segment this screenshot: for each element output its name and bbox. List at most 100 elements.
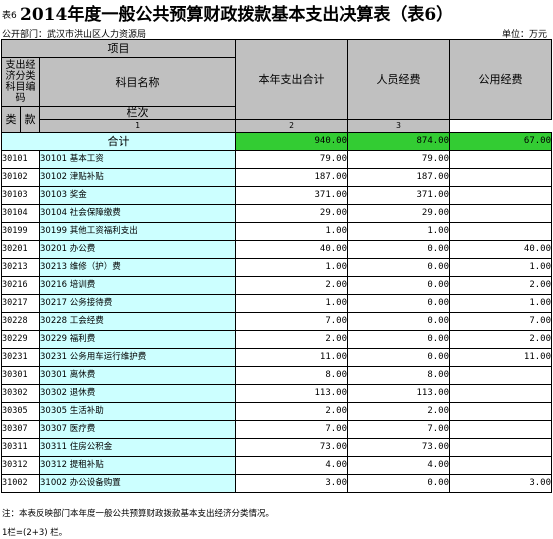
row-value-2: 8.00 [347,366,450,385]
row-value-2: 0.00 [347,312,450,331]
table-row: 31002 31002 办公设备购置 3.00 0.00 3.00 [1,474,552,493]
total-value-3: 67.00 [449,132,552,151]
row-value-2: 113.00 [347,384,450,403]
row-value-1: 3.00 [235,474,348,493]
header-row-index: 1 2 3 [2,119,552,133]
row-subject-name: 30199 其他工资福利支出 [39,222,236,241]
footnote-1: 注：本表反映部门本年度一般公共预算财政拨款基本支出经济分类情况。 [2,509,275,519]
row-value-2: 0.00 [347,240,450,259]
kuan-header: 款 [20,106,40,133]
row-value-3 [449,438,552,457]
row-code: 30229 [1,330,40,349]
subject-name-header: 科目名称 [39,57,236,107]
table-row: 30301 30301 离休费 8.00 8.00 [1,366,552,385]
row-subject-name: 30301 离休费 [39,366,236,385]
row-value-3: 40.00 [449,240,552,259]
row-value-3: 1.00 [449,294,552,313]
row-code: 31002 [1,474,40,493]
row-code: 30305 [1,402,40,421]
column-header-public: 公用经费 [449,39,552,120]
row-value-2: 0.00 [347,474,450,493]
row-value-1: 371.00 [235,186,348,205]
row-subject-name: 30101 基本工资 [39,150,236,169]
row-value-3 [449,402,552,421]
table-row: 30229 30229 福利费 2.00 0.00 2.00 [1,330,552,349]
table-row: 30103 30103 奖金 371.00 371.00 [1,186,552,205]
row-value-2: 0.00 [347,330,450,349]
total-value-1: 940.00 [235,132,348,151]
row-value-3 [449,186,552,205]
row-value-1: 4.00 [235,456,348,475]
row-code: 30101 [1,150,40,169]
row-value-1: 73.00 [235,438,348,457]
table-row: 30201 30201 办公费 40.00 0.00 40.00 [1,240,552,259]
lei-header: 类 [1,106,21,133]
table-row: 30311 30311 住房公积金 73.00 73.00 [1,438,552,457]
table-row: 30231 30231 公务用车运行维护费 11.00 0.00 11.00 [1,348,552,367]
row-code: 30102 [1,168,40,187]
row-code: 30103 [1,186,40,205]
row-value-2: 29.00 [347,204,450,223]
row-value-1: 187.00 [235,168,348,187]
row-subject-name: 30201 办公费 [39,240,236,259]
table-row: 30302 30302 退休费 113.00 113.00 [1,384,552,403]
row-subject-name: 30311 住房公积金 [39,438,236,457]
code-group-label: 支出经济分类科目编码 [5,59,36,104]
row-value-2: 187.00 [347,168,450,187]
lanci-header: 栏次 [39,106,236,120]
footnote-2: 1栏=(2+3) 栏。 [2,528,68,538]
row-subject-name: 30231 公务用车运行维护费 [39,348,236,367]
row-code: 30301 [1,366,40,385]
project-header: 项目 [1,39,236,58]
row-code: 30201 [1,240,40,259]
table-row: 30312 30312 提租补贴 4.00 4.00 [1,456,552,475]
header-row-project: 项目 本年支出合计 人员经费 公用经费 [1,39,552,120]
row-value-3 [449,150,552,169]
column-header-personnel: 人员经费 [347,39,450,120]
total-value-2: 874.00 [347,132,450,151]
row-subject-name: 30213 维修（护）费 [39,258,236,277]
code-group-header: 支出经济分类科目编码 [1,57,40,107]
table-row: 30199 30199 其他工资福利支出 1.00 1.00 [1,222,552,241]
row-value-3 [449,168,552,187]
table-row: 30104 30104 社会保障缴费 29.00 29.00 [1,204,552,223]
row-subject-name: 30104 社会保障缴费 [39,204,236,223]
row-value-1: 8.00 [235,366,348,385]
row-value-1: 11.00 [235,348,348,367]
row-subject-name: 30305 生活补助 [39,402,236,421]
row-value-2: 0.00 [347,258,450,277]
row-code: 30216 [1,276,40,295]
total-label: 合计 [1,132,236,151]
row-value-1: 113.00 [235,384,348,403]
column-index-2: 2 [235,119,348,133]
row-value-3: 2.00 [449,330,552,349]
row-value-2: 1.00 [347,222,450,241]
row-value-1: 29.00 [235,204,348,223]
row-value-3: 3.00 [449,474,552,493]
row-value-3 [449,366,552,385]
column-index-1: 1 [39,119,236,133]
table-row: 30102 30102 津贴补贴 187.00 187.00 [1,168,552,187]
row-value-2: 371.00 [347,186,450,205]
row-value-2: 0.00 [347,276,450,295]
row-value-2: 2.00 [347,402,450,421]
row-code: 30104 [1,204,40,223]
row-value-1: 40.00 [235,240,348,259]
row-subject-name: 30103 奖金 [39,186,236,205]
table-number: 表6 [2,11,17,21]
row-code: 30231 [1,348,40,367]
row-value-1: 2.00 [235,402,348,421]
row-value-3 [449,456,552,475]
table-row: 30305 30305 生活补助 2.00 2.00 [1,402,552,421]
unit-label: 单位：万元 [501,30,547,40]
column-header-total: 本年支出合计 [235,39,348,120]
row-code: 30199 [1,222,40,241]
row-value-3: 2.00 [449,276,552,295]
row-code: 30228 [1,312,40,331]
row-value-1: 79.00 [235,150,348,169]
row-value-2: 79.00 [347,150,450,169]
row-code: 30311 [1,438,40,457]
row-code: 30307 [1,420,40,439]
row-value-2: 4.00 [347,456,450,475]
total-row: 合计 940.00 874.00 67.00 [1,132,552,151]
